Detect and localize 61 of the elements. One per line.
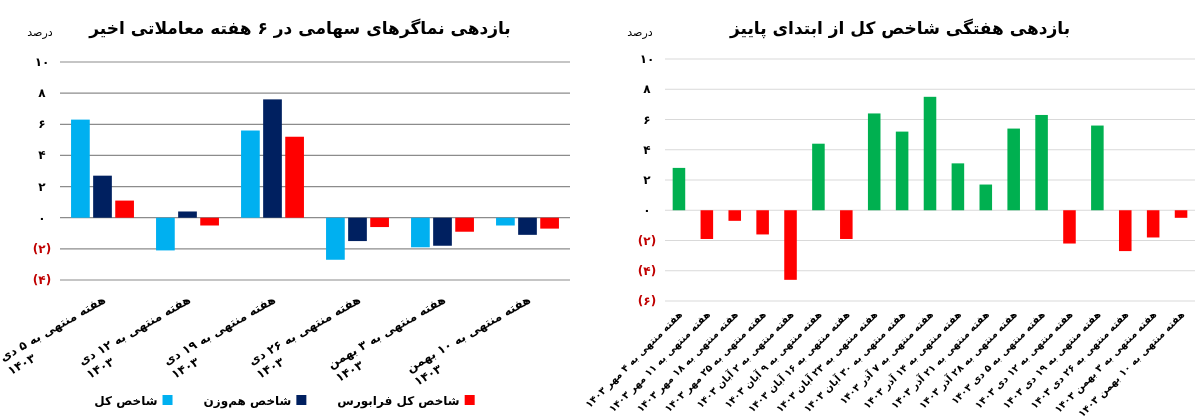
bar bbox=[867, 113, 881, 211]
chart-title: بازدهی نماگرهای سهامی در ۶ هفته معاملاتی اخیر bbox=[88, 18, 511, 39]
legend-label: شاخص هم‌وزن bbox=[203, 394, 292, 409]
bar bbox=[1118, 210, 1132, 252]
y-tick-label: (۲) bbox=[637, 233, 657, 248]
y-tick-label: ۰ bbox=[38, 210, 46, 225]
y-tick-label: ۰ bbox=[643, 203, 651, 218]
bar bbox=[1091, 125, 1104, 211]
bar bbox=[1035, 114, 1048, 211]
bar bbox=[263, 99, 282, 218]
bar bbox=[178, 211, 197, 218]
y-tick-label: ۱۰ bbox=[34, 55, 50, 69]
y-tick-label: ۱۰ bbox=[639, 52, 655, 66]
legend-label: شاخص کل bbox=[94, 394, 158, 408]
bar bbox=[115, 200, 134, 218]
y-tick-label: ۶ bbox=[38, 117, 46, 132]
y-tick-label: ۸ bbox=[38, 86, 47, 101]
y-tick-label: (۴) bbox=[637, 263, 657, 278]
bar bbox=[496, 217, 515, 226]
bar bbox=[979, 184, 993, 211]
bar bbox=[700, 210, 714, 239]
bar bbox=[812, 143, 825, 211]
y-tick-label: ۲ bbox=[38, 179, 47, 194]
chart-title: بازدهی هفتگی شاخص کل از ابتدای پاییز bbox=[728, 18, 1071, 39]
legend-label: شاخص کل فرابورس bbox=[337, 394, 460, 409]
bar bbox=[672, 167, 686, 211]
y-tick-label: (۲) bbox=[32, 241, 52, 256]
y-tick-label: ۴ bbox=[38, 148, 46, 163]
bar bbox=[923, 96, 937, 211]
bar bbox=[1174, 210, 1188, 218]
bar bbox=[756, 210, 769, 235]
bar bbox=[1007, 128, 1020, 211]
bar bbox=[540, 217, 559, 229]
bar bbox=[200, 217, 219, 226]
bar bbox=[895, 131, 909, 211]
bar bbox=[93, 175, 112, 218]
bar bbox=[840, 210, 853, 239]
y-tick-label: (۶) bbox=[637, 294, 657, 308]
y-tick-label: ۶ bbox=[643, 112, 651, 127]
bar bbox=[71, 119, 90, 218]
bar bbox=[1146, 210, 1160, 238]
bar bbox=[728, 210, 742, 221]
y-tick-label: ۴ bbox=[643, 142, 651, 157]
bar bbox=[433, 217, 452, 246]
y-axis-title: درصد bbox=[27, 26, 53, 39]
bar bbox=[784, 210, 797, 280]
y-axis-title: درصد bbox=[627, 26, 653, 39]
bar bbox=[241, 130, 260, 218]
bar bbox=[951, 163, 965, 211]
y-tick-label: (۴) bbox=[32, 273, 52, 287]
bar bbox=[348, 217, 367, 242]
bar bbox=[1063, 210, 1076, 244]
bar bbox=[455, 217, 474, 232]
bar bbox=[285, 136, 304, 218]
bar bbox=[370, 217, 389, 228]
bar bbox=[411, 217, 430, 248]
y-tick-label: ۲ bbox=[643, 173, 652, 187]
bar bbox=[518, 217, 537, 235]
y-tick-label: ۸ bbox=[643, 82, 652, 97]
bar bbox=[156, 217, 175, 251]
bar bbox=[326, 217, 345, 260]
